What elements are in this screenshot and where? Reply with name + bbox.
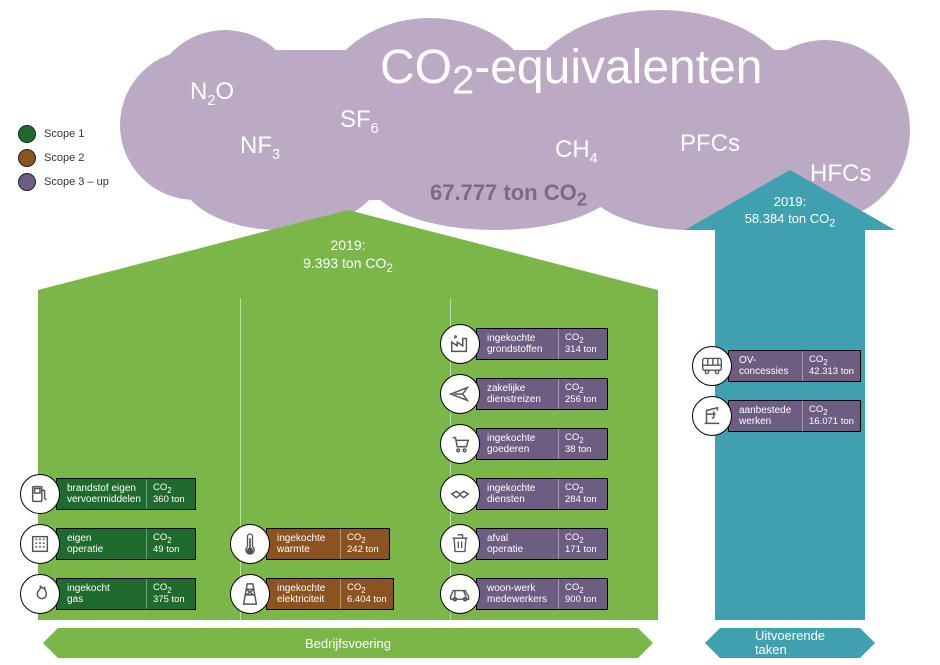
legend: Scope 1 Scope 2 Scope 3 – up bbox=[18, 125, 109, 197]
item-label: ingekochtegrondstoffen bbox=[477, 329, 559, 359]
item-value: CO2360 ton bbox=[147, 479, 195, 509]
item-label: ingekochtegoederen bbox=[477, 429, 559, 459]
teal-year-label: 2019: 58.384 ton CO2 bbox=[715, 194, 865, 231]
emission-item: eigenoperatieCO249 ton bbox=[20, 524, 196, 564]
emission-item: ingekochtegoederenCO238 ton bbox=[440, 424, 608, 464]
cart-icon bbox=[440, 424, 480, 464]
emission-item: afvaloperatieCO2171 ton bbox=[440, 524, 608, 564]
fuel-icon bbox=[20, 474, 60, 514]
emission-item: woon-werkmedewerkersCO2900 ton bbox=[440, 574, 608, 614]
item-value: CO2375 ton bbox=[147, 579, 195, 609]
item-label: OV-concessies bbox=[729, 351, 803, 381]
item-label: ingekochtewarmte bbox=[267, 529, 341, 559]
emission-item: OV-concessiesCO242.313 ton bbox=[692, 346, 861, 386]
legend-row: Scope 3 – up bbox=[18, 173, 109, 191]
thermo-icon bbox=[230, 524, 270, 564]
cloud-gas: N2O bbox=[190, 78, 234, 109]
cloud-title: CO2-equivalenten bbox=[380, 40, 762, 104]
base-arrow-uitvoerende-taken: Uitvoerendetaken bbox=[720, 628, 860, 658]
emission-item: ingekochtewarmteCO2242 ton bbox=[230, 524, 390, 564]
emission-item: zakelijkedienstreizenCO2256 ton bbox=[440, 374, 608, 414]
cloud-total-value: 67.777 ton CO2 bbox=[430, 180, 587, 210]
item-value: CO249 ton bbox=[147, 529, 195, 559]
emission-item: ingekochteelektriciteitCO26.404 ton bbox=[230, 574, 394, 614]
legend-row: Scope 2 bbox=[18, 149, 109, 167]
item-label: ingekochtediensten bbox=[477, 479, 559, 509]
item-value: CO216.071 ton bbox=[803, 401, 860, 431]
crane-icon bbox=[692, 396, 732, 436]
item-label: ingekochtgas bbox=[57, 579, 147, 609]
emission-item: ingekochtgasCO2375 ton bbox=[20, 574, 196, 614]
plane-icon bbox=[440, 374, 480, 414]
emission-item: ingekochtedienstenCO2284 ton bbox=[440, 474, 608, 514]
item-value: CO2900 ton bbox=[559, 579, 607, 609]
cloud-gas: CH4 bbox=[555, 136, 598, 167]
item-value: CO2314 ton bbox=[559, 329, 607, 359]
legend-label: Scope 1 bbox=[44, 128, 84, 140]
item-label: aanbestedewerken bbox=[729, 401, 803, 431]
item-label: zakelijkedienstreizen bbox=[477, 379, 559, 409]
cloud-gas: NF3 bbox=[240, 132, 280, 163]
emission-item: brandstof eigenvervoermiddelenCO2360 ton bbox=[20, 474, 196, 514]
hands-icon bbox=[440, 474, 480, 514]
legend-label: Scope 2 bbox=[44, 152, 84, 164]
trash-icon bbox=[440, 524, 480, 564]
legend-swatch bbox=[18, 173, 36, 191]
car-icon bbox=[440, 574, 480, 614]
item-label: brandstof eigenvervoermiddelen bbox=[57, 479, 147, 509]
emission-item: aanbestedewerkenCO216.071 ton bbox=[692, 396, 861, 436]
legend-swatch bbox=[18, 149, 36, 167]
house-year-label: 2019: 9.393 ton CO2 bbox=[38, 236, 658, 276]
bus-icon bbox=[692, 346, 732, 386]
cloud-gas: SF6 bbox=[340, 106, 379, 137]
house-divider bbox=[240, 298, 241, 620]
item-value: CO242.313 ton bbox=[803, 351, 860, 381]
legend-swatch bbox=[18, 125, 36, 143]
flame-icon bbox=[20, 574, 60, 614]
item-value: CO2256 ton bbox=[559, 379, 607, 409]
item-value: CO2284 ton bbox=[559, 479, 607, 509]
legend-label: Scope 3 – up bbox=[44, 176, 109, 188]
item-value: CO2242 ton bbox=[341, 529, 389, 559]
item-value: CO26.404 ton bbox=[341, 579, 393, 609]
legend-row: Scope 1 bbox=[18, 125, 109, 143]
building-icon bbox=[20, 524, 60, 564]
emission-item: ingekochtegrondstoffenCO2314 ton bbox=[440, 324, 608, 364]
item-label: woon-werkmedewerkers bbox=[477, 579, 559, 609]
item-label: ingekochteelektriciteit bbox=[267, 579, 341, 609]
cloud-gas: PFCs bbox=[680, 130, 740, 158]
item-value: CO238 ton bbox=[559, 429, 607, 459]
pylon-icon bbox=[230, 574, 270, 614]
base-arrow-bedrijfsvoering: Bedrijfsvoering bbox=[58, 628, 638, 658]
factory-icon bbox=[440, 324, 480, 364]
item-label: afvaloperatie bbox=[477, 529, 559, 559]
item-label: eigenoperatie bbox=[57, 529, 147, 559]
item-value: CO2171 ton bbox=[559, 529, 607, 559]
